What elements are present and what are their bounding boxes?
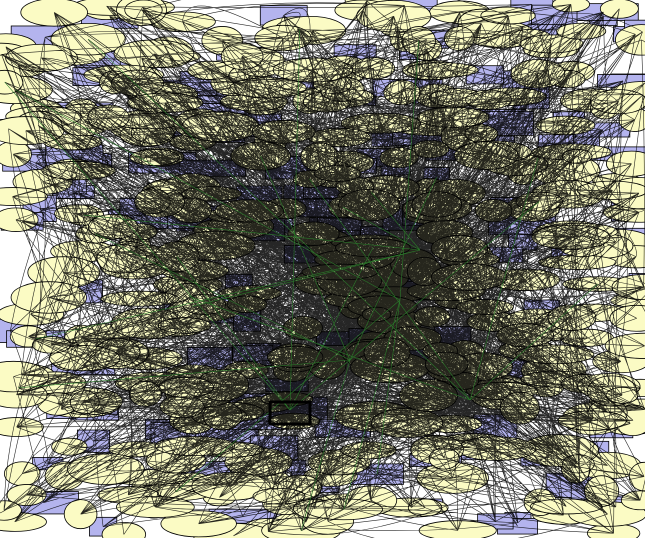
graph-canvas xyxy=(0,0,645,538)
page: {} (() => { const data = JSON.parse(docu… xyxy=(0,0,645,538)
